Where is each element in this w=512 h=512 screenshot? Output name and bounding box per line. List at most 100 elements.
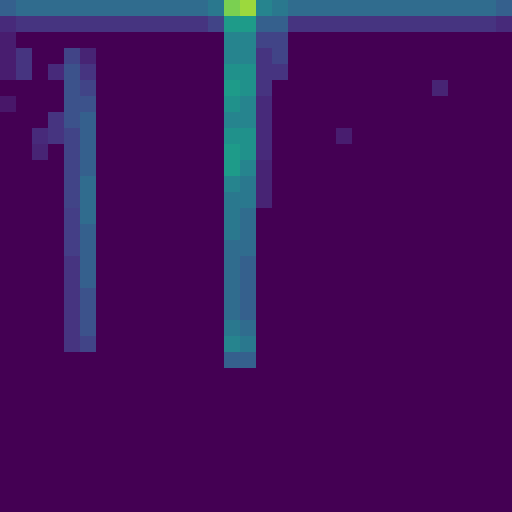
cell (448, 144, 465, 161)
cell (304, 208, 321, 225)
cell (320, 448, 337, 465)
cell (208, 160, 225, 177)
cell (480, 352, 497, 369)
cell (384, 304, 401, 321)
cell (432, 256, 449, 273)
cell (464, 400, 481, 417)
cell (480, 192, 497, 209)
cell (368, 64, 385, 81)
cell (288, 160, 305, 177)
cell (16, 480, 33, 497)
cell (352, 384, 369, 401)
cell (192, 240, 209, 257)
cell (208, 144, 225, 161)
cell (352, 336, 369, 353)
cell (160, 160, 177, 177)
cell (48, 80, 65, 97)
cell (480, 80, 497, 97)
cell (80, 224, 97, 241)
cell (32, 496, 49, 512)
cell (224, 208, 241, 225)
cell (160, 272, 177, 289)
cell (176, 400, 193, 417)
cell (224, 112, 241, 129)
cell (80, 320, 97, 337)
cell (352, 320, 369, 337)
cell (64, 144, 81, 161)
cell (336, 288, 353, 305)
cell (272, 480, 289, 497)
cell (128, 112, 145, 129)
cell (352, 400, 369, 417)
cell (352, 288, 369, 305)
cell (416, 96, 433, 113)
cell (160, 384, 177, 401)
cell (224, 80, 241, 97)
cell (304, 320, 321, 337)
cell (112, 448, 129, 465)
cell (336, 464, 353, 481)
cell (352, 496, 369, 512)
cell (160, 368, 177, 385)
cell (16, 464, 33, 481)
cell (304, 336, 321, 353)
cell (224, 256, 241, 273)
cell (448, 336, 465, 353)
cell (144, 16, 161, 33)
cell (64, 80, 81, 97)
cell (32, 480, 49, 497)
cell (176, 352, 193, 369)
cell (464, 240, 481, 257)
cell (480, 64, 497, 81)
cell (224, 400, 241, 417)
cell (400, 304, 417, 321)
cell (496, 16, 512, 33)
cell (16, 32, 33, 49)
cell (192, 32, 209, 49)
cell (160, 336, 177, 353)
cell (336, 368, 353, 385)
cell (96, 288, 113, 305)
cell (384, 320, 401, 337)
cell (144, 320, 161, 337)
cell (288, 400, 305, 417)
cell (352, 192, 369, 209)
cell (432, 384, 449, 401)
cell (288, 0, 305, 17)
cell (176, 496, 193, 512)
cell (32, 192, 49, 209)
cell (144, 64, 161, 81)
cell (144, 384, 161, 401)
cell (80, 48, 97, 65)
cell (432, 336, 449, 353)
cell (320, 32, 337, 49)
cell (240, 64, 257, 81)
cell (272, 336, 289, 353)
cell (400, 160, 417, 177)
cell (448, 416, 465, 433)
cell (480, 0, 497, 17)
cell (240, 384, 257, 401)
cell (112, 416, 129, 433)
cell (176, 288, 193, 305)
cell (0, 320, 17, 337)
cell (272, 64, 289, 81)
cell (320, 416, 337, 433)
cell (64, 432, 81, 449)
cell (304, 400, 321, 417)
cell (384, 496, 401, 512)
cell (16, 176, 33, 193)
cell (416, 432, 433, 449)
cell (64, 0, 81, 17)
cell (64, 416, 81, 433)
cell (240, 208, 257, 225)
cell (432, 416, 449, 433)
cell (368, 32, 385, 49)
cell (240, 480, 257, 497)
cell (48, 320, 65, 337)
cell (112, 208, 129, 225)
cell (368, 368, 385, 385)
cell (400, 256, 417, 273)
cell (448, 272, 465, 289)
cell (448, 96, 465, 113)
